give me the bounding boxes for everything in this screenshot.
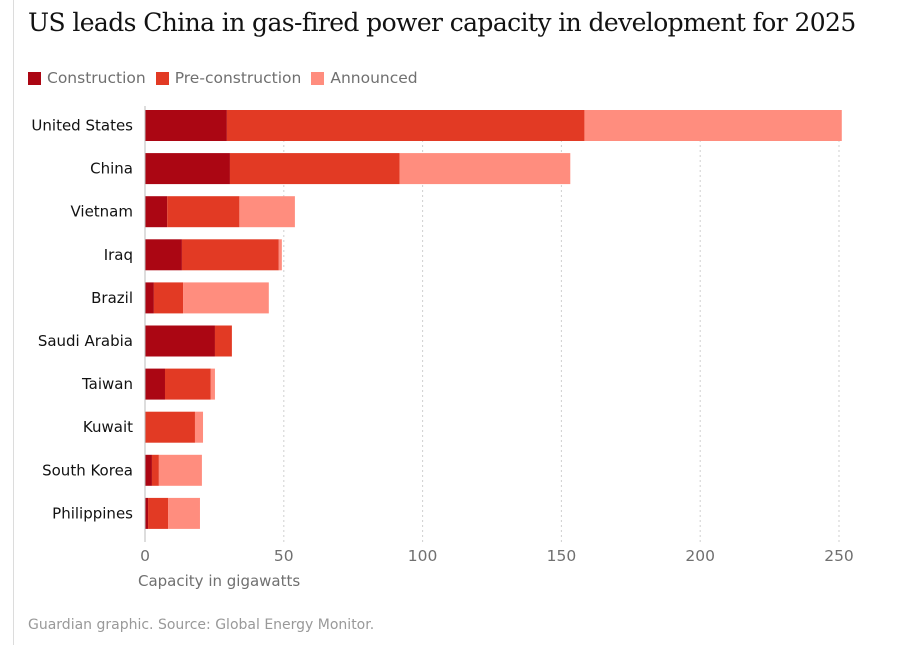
legend-swatch-announced <box>311 71 325 85</box>
category-label: Vietnam <box>70 203 133 221</box>
bar-united-states-pre-construction <box>226 110 585 141</box>
category-label: Brazil <box>91 289 133 307</box>
legend-swatch-construction <box>28 71 41 85</box>
legend: Construction Pre-construction Announced <box>28 69 428 87</box>
x-tick-label: 0 <box>140 547 150 565</box>
x-tick-label: 100 <box>408 547 438 565</box>
bar-brazil-construction <box>145 282 154 314</box>
bar-taiwan-pre-construction <box>164 368 211 400</box>
source-note: Guardian graphic. Source: Global Energy … <box>28 617 375 633</box>
bar-vietnam-construction <box>145 196 168 228</box>
category-label: Iraq <box>104 246 133 264</box>
bar-taiwan-announced <box>210 368 215 400</box>
bar-united-states-announced <box>584 110 842 141</box>
bar-philippines-pre-construction <box>148 497 169 529</box>
category-label: United States <box>31 117 133 135</box>
x-tick-label: 50 <box>274 547 294 565</box>
bar-iraq-construction <box>145 239 182 271</box>
frame-border <box>13 0 14 645</box>
x-tick-label: 150 <box>547 547 577 565</box>
bar-vietnam-announced <box>239 196 295 228</box>
bar-brazil-pre-construction <box>153 282 184 314</box>
legend-item-pre-construction: Pre-construction <box>155 69 302 87</box>
chart-title: US leads China in gas-fired power capaci… <box>28 8 856 37</box>
bar-philippines-construction <box>145 497 149 529</box>
category-label: Saudi Arabia <box>38 332 133 350</box>
bar-brazil-announced <box>183 282 269 314</box>
bar-philippines-announced <box>168 497 200 529</box>
bar-saudi-arabia-construction <box>145 325 215 357</box>
legend-label-announced: Announced <box>330 69 418 87</box>
category-label: Philippines <box>52 504 133 522</box>
bar-iraq-announced <box>278 239 282 271</box>
legend-swatch-pre-construction <box>155 71 169 85</box>
bar-taiwan-construction <box>145 368 165 400</box>
bar-south-korea-construction <box>145 454 152 486</box>
bar-south-korea-announced <box>158 454 202 486</box>
x-axis-title: Capacity in gigawatts <box>138 572 300 590</box>
x-tick-label: 200 <box>685 547 715 565</box>
legend-label-construction: Construction <box>47 69 146 87</box>
bar-vietnam-pre-construction <box>167 196 240 228</box>
bar-united-states-construction <box>145 110 227 141</box>
category-label: Taiwan <box>81 375 133 393</box>
bar-china-pre-construction <box>229 153 400 185</box>
category-label: China <box>90 160 133 178</box>
legend-label-pre-construction: Pre-construction <box>174 69 302 87</box>
bar-saudi-arabia-pre-construction <box>214 325 232 357</box>
bar-kuwait-pre-construction <box>145 411 195 443</box>
x-tick-label: 250 <box>824 547 854 565</box>
bar-china-construction <box>145 153 230 185</box>
bar-china-announced <box>399 153 571 185</box>
bar-iraq-pre-construction <box>181 239 279 271</box>
category-label: South Korea <box>42 461 133 479</box>
legend-item-construction: Construction <box>28 69 146 87</box>
bar-south-korea-pre-construction <box>151 454 159 486</box>
category-label: Kuwait <box>83 418 133 436</box>
bar-kuwait-announced <box>194 411 204 443</box>
legend-item-announced: Announced <box>311 69 418 87</box>
